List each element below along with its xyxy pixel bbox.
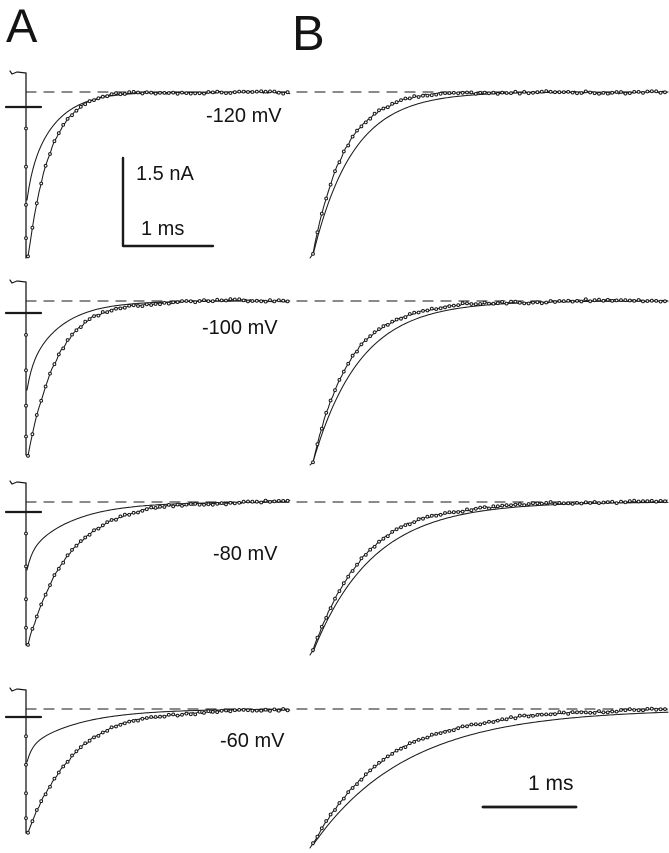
scalebar-a-current-label: 1.5 nA — [136, 163, 194, 185]
panel-b-label: B — [292, 7, 325, 61]
voltage-label-120mv: -120 mV — [206, 105, 282, 127]
scalebar-b-time-label: 1 ms — [528, 772, 574, 795]
voltage-label-100mv: -100 mV — [202, 317, 278, 339]
scalebar-a-time-label: 1 ms — [141, 218, 185, 240]
voltage-label-80mv: -80 mV — [213, 543, 278, 565]
panel-a-label: A — [6, 0, 38, 52]
voltage-label-60mv: -60 mV — [220, 730, 285, 752]
